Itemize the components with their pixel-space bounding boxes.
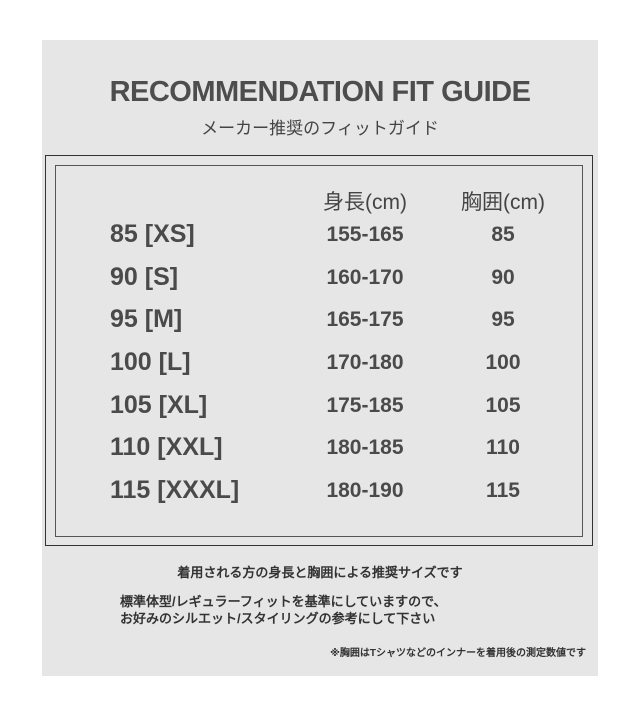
chest-value: 95 — [491, 308, 515, 331]
height-range: 170-180 — [326, 351, 404, 374]
header-chest: 胸囲(cm) — [461, 191, 545, 214]
size-label: 105 [XL] — [110, 391, 208, 419]
chest-value: 100 — [485, 351, 521, 374]
chest-value: 115 — [486, 479, 520, 502]
table-row: 105 [XL] 175-185 105 — [42, 391, 598, 427]
height-range: 160-170 — [326, 266, 404, 289]
guide-title: RECOMMENDATION FIT GUIDE — [109, 76, 531, 108]
note-standard-fit: 標準体型/レギュラーフィットを基準にしていますので、 お好みのシルエット/スタイ… — [120, 593, 447, 627]
note-line-2: お好みのシルエット/スタイリングの参考にして下さい — [120, 611, 436, 626]
table-row: 110 [XXL] 180-185 110 — [42, 433, 598, 469]
table-frame-inner — [55, 165, 583, 537]
height-range: 180-190 — [326, 479, 404, 502]
size-label: 115 [XXXL] — [110, 476, 240, 504]
header-height: 身長(cm) — [323, 191, 407, 214]
table-row: 95 [M] 165-175 95 — [42, 305, 598, 341]
fit-guide-panel: RECOMMENDATION FIT GUIDE メーカー推奨のフィットガイド … — [42, 40, 598, 676]
size-label: 95 [M] — [110, 305, 183, 333]
table-row: 100 [L] 170-180 100 — [42, 348, 598, 384]
size-label: 90 [S] — [110, 263, 179, 291]
table-frame-outer — [45, 155, 593, 546]
size-label: 85 [XS] — [110, 220, 195, 248]
table-row: 90 [S] 160-170 90 — [42, 263, 598, 299]
table-row: 85 [XS] 155-165 85 — [42, 220, 598, 256]
height-range: 165-175 — [326, 308, 404, 331]
height-range: 155-165 — [326, 223, 404, 246]
size-label: 110 [XXL] — [110, 433, 223, 461]
height-range: 175-185 — [326, 394, 404, 417]
chest-value: 85 — [491, 223, 515, 246]
chest-value: 90 — [491, 266, 515, 289]
note-line-1: 標準体型/レギュラーフィットを基準にしていますので、 — [120, 594, 447, 609]
guide-subtitle: メーカー推奨のフィットガイド — [201, 119, 439, 138]
note-recommendation: 着用される方の身長と胸囲による推奨サイズです — [177, 565, 463, 580]
size-label: 100 [L] — [110, 348, 191, 376]
height-range: 180-185 — [326, 436, 404, 459]
table-row: 115 [XXXL] 180-190 115 — [42, 476, 598, 512]
chest-value: 110 — [486, 436, 520, 459]
footnote: ※胸囲はTシャツなどのインナーを着用後の測定数値です — [330, 648, 586, 659]
chest-value: 105 — [485, 394, 521, 417]
